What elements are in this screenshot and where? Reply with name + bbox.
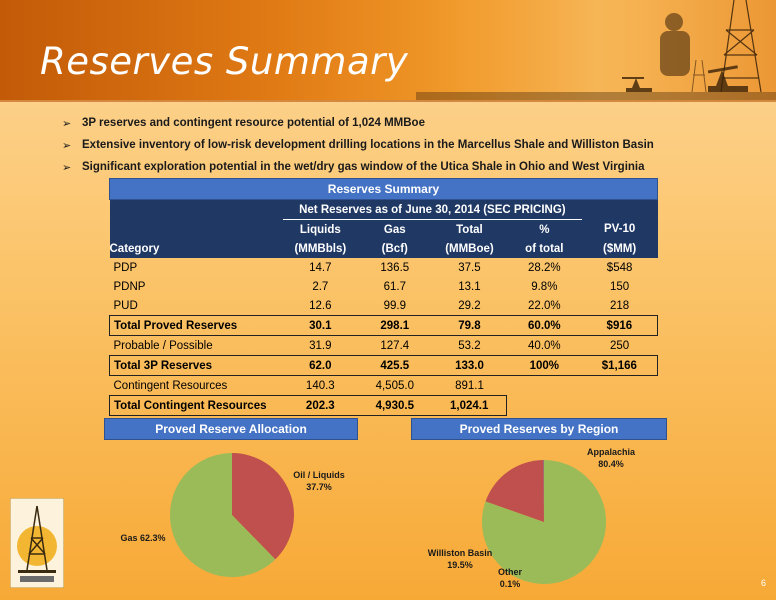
table-cell: 31.9 xyxy=(309,339,332,352)
table-cell: 140.3 xyxy=(305,379,335,392)
table-cell: $916 xyxy=(581,315,658,336)
region-chart-title: Proved Reserves by Region xyxy=(411,418,667,440)
arrow-bullet-icon: ➢ xyxy=(62,161,72,174)
table-cell: 202.3 xyxy=(283,395,358,416)
pie-slice-williston-basin xyxy=(485,460,544,522)
table-cell: PDP xyxy=(113,261,138,274)
page-title: Reserves Summary xyxy=(40,40,409,83)
pie-label-appalachia: Appalachia 80.4% xyxy=(586,447,635,469)
pie-slice-gas xyxy=(169,453,276,577)
table-cell: Total Contingent Resources xyxy=(109,395,284,416)
table-row: PDP 14.7 136.5 37.5 28.2% $548 xyxy=(110,258,658,277)
column-header: Total xyxy=(431,219,507,239)
table-cell: 28.2% xyxy=(528,261,561,274)
column-header: (Bcf) xyxy=(357,239,432,258)
table-cell: 1,024.1 xyxy=(431,395,508,416)
pie-label-other: Other 0.1% xyxy=(497,567,522,589)
table-cell: 29.2 xyxy=(458,299,481,312)
column-header: PV-10 xyxy=(581,219,658,239)
column-header xyxy=(109,219,284,239)
arrow-bullet-icon: ➢ xyxy=(62,117,72,130)
table-cell: 4,930.5 xyxy=(357,395,432,416)
table-cell: 298.1 xyxy=(357,315,432,336)
table-cell: 99.9 xyxy=(383,299,406,312)
table-total-row: Total Contingent Resources 202.3 4,930.5… xyxy=(109,395,658,416)
table-cell: 62.0 xyxy=(283,355,358,376)
bullet-item: ➢ Extensive inventory of low-risk develo… xyxy=(62,134,762,156)
pie-label-oil: Oil / Liquids 37.7% xyxy=(293,470,345,492)
column-header: (MMBoe) xyxy=(431,239,507,258)
table-cell: 30.1 xyxy=(283,315,358,336)
pie-label-gas: Gas 62.3% xyxy=(120,533,166,543)
table-cell: 2.7 xyxy=(312,280,329,293)
column-header: ($MM) xyxy=(581,239,658,258)
table-cell: 9.8% xyxy=(531,280,558,293)
table-row: PUD 12.6 99.9 29.2 22.0% 218 xyxy=(110,296,658,316)
table-cell: 79.8 xyxy=(431,315,507,336)
table-header-row: Net Reserves as of June 30, 2014 (SEC PR… xyxy=(109,200,658,220)
table-cell: 218 xyxy=(610,299,630,312)
oilfield-silhouette-icon xyxy=(416,0,776,100)
bullet-text: 3P reserves and contingent resource pote… xyxy=(82,117,425,129)
table-cell: 4,505.0 xyxy=(375,379,414,392)
table-row: PDNP 2.7 61.7 13.1 9.8% 150 xyxy=(110,277,658,296)
table-cell: 13.1 xyxy=(458,280,481,293)
table-cell: Total 3P Reserves xyxy=(109,355,284,376)
table-cell: $1,166 xyxy=(581,355,658,376)
allocation-pie-chart xyxy=(169,453,294,577)
bullet-item: ➢ 3P reserves and contingent resource po… xyxy=(62,112,762,134)
table-cell: $548 xyxy=(606,261,633,274)
header-divider xyxy=(0,100,776,102)
table-cell: 891.1 xyxy=(455,379,484,392)
table-cell: 136.5 xyxy=(380,261,410,274)
bullet-text: Significant exploration potential in the… xyxy=(82,161,645,173)
table-row: Contingent Resources 140.3 4,505.0 891.1 xyxy=(110,376,658,396)
pie-label-williston: Williston Basin 19.5% xyxy=(427,548,493,570)
column-header: Category xyxy=(109,239,284,258)
bullet-list: ➢ 3P reserves and contingent resource po… xyxy=(62,112,762,178)
page-number: 6 xyxy=(760,578,766,588)
reserves-table: Net Reserves as of June 30, 2014 (SEC PR… xyxy=(109,200,658,416)
column-header: (MMBbls) xyxy=(283,239,358,258)
table-cell: 40.0% xyxy=(528,339,561,352)
table-cell: 53.2 xyxy=(458,339,481,352)
bullet-text: Extensive inventory of low-risk developm… xyxy=(82,139,654,151)
table-title: Reserves Summary xyxy=(109,178,658,200)
table-cell: 250 xyxy=(610,339,630,352)
region-pie-chart xyxy=(482,460,606,584)
net-reserves-header: Net Reserves as of June 30, 2014 (SEC PR… xyxy=(283,200,582,220)
company-logo-icon xyxy=(10,498,64,588)
table-cell: 133.0 xyxy=(431,355,507,376)
table-cell: Probable / Possible xyxy=(113,339,213,352)
table-cell: 37.5 xyxy=(458,261,481,274)
table-cell: 100% xyxy=(506,355,582,376)
column-header: Gas xyxy=(357,219,432,239)
table-cell: 150 xyxy=(610,280,630,293)
column-header: of total xyxy=(506,239,582,258)
reserves-table-panel: Reserves Summary Net Reserves as of June… xyxy=(109,178,658,416)
column-header: Liquids xyxy=(283,219,358,239)
table-total-row: Total 3P Reserves 62.0 425.5 133.0 100% … xyxy=(109,355,658,376)
table-cell: 61.7 xyxy=(383,280,406,293)
table-cell: PUD xyxy=(113,299,138,312)
table-cell: Contingent Resources xyxy=(113,379,228,392)
table-cell: 60.0% xyxy=(506,315,582,336)
table-cell: 22.0% xyxy=(528,299,561,312)
table-header-row: Liquids Gas Total % PV-10 xyxy=(109,219,658,239)
header-banner: Reserves Summary xyxy=(0,0,776,100)
column-header: % xyxy=(506,219,582,239)
table-cell: 425.5 xyxy=(357,355,432,376)
arrow-bullet-icon: ➢ xyxy=(62,139,72,152)
table-total-row: Total Proved Reserves 30.1 298.1 79.8 60… xyxy=(109,315,658,336)
bullet-item: ➢ Significant exploration potential in t… xyxy=(62,156,762,178)
table-cell: Total Proved Reserves xyxy=(109,315,284,336)
table-cell: 14.7 xyxy=(309,261,332,274)
table-cell: 12.6 xyxy=(309,299,332,312)
table-cell: PDNP xyxy=(113,280,146,293)
pie-slice-oil-liquids xyxy=(232,453,294,560)
table-cell: 127.4 xyxy=(380,339,410,352)
allocation-chart-title: Proved Reserve Allocation xyxy=(104,418,358,440)
table-row: Probable / Possible 31.9 127.4 53.2 40.0… xyxy=(110,336,658,356)
table-header-row: Category (MMBbls) (Bcf) (MMBoe) of total… xyxy=(109,239,658,258)
